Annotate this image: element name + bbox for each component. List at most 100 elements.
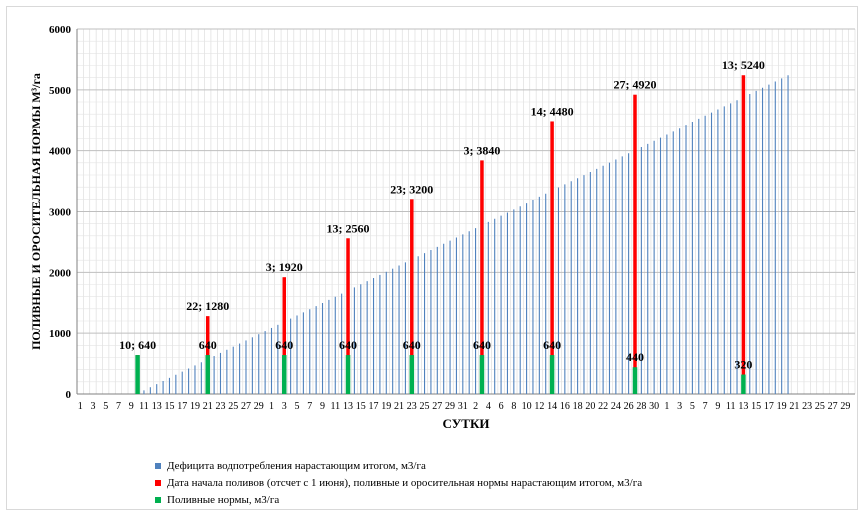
y-tick-label: 4000: [49, 146, 72, 158]
x-tick-label: 19: [777, 401, 787, 412]
x-tick-label: 13: [343, 401, 353, 412]
legend-swatch-norms: [155, 496, 161, 503]
chart-frame: 0 1000 2000 3000 4000 5000 6000 1 3 5 7 9 11 13 15 17 19…: [6, 6, 858, 510]
y-axis-title: ПОЛИВНЫЕ И ОРОСИТЕЛЬНАЯ НОРМЫ М³/га: [29, 73, 43, 350]
x-tick-label: 15: [356, 401, 366, 412]
x-tick-label: 13: [152, 401, 162, 412]
norm-data-label: 640: [473, 338, 491, 352]
irrigation-bar: [205, 316, 210, 394]
irrigation-data-label: 13; 5240: [722, 58, 765, 72]
irrigation-data-label: 3; 3840: [463, 143, 500, 157]
x-tick-label: 2: [473, 401, 478, 412]
x-tick-label: 7: [116, 401, 121, 412]
irrigation-bar: [480, 160, 484, 394]
legend-swatch-deficit: [155, 462, 161, 469]
x-tick-label: 21: [394, 401, 404, 412]
irrigation-bar: [550, 121, 554, 394]
x-tick-label: 29: [445, 401, 455, 412]
x-tick-label: 17: [764, 401, 774, 412]
x-tick-label: 11: [330, 401, 340, 412]
irrigation-bar: [633, 94, 637, 394]
x-tick-label: 18: [573, 401, 583, 412]
norm-bar: [741, 374, 746, 394]
legend-label-irrigation: Дата начала поливов (отсчет с 1 июня), п…: [167, 476, 643, 489]
x-tick-label: 22: [598, 401, 608, 412]
norm-bar: [282, 355, 287, 394]
x-tick-label: 19: [381, 401, 391, 412]
x-tick-label: 17: [177, 401, 187, 412]
x-tick-label: 1: [269, 401, 274, 412]
x-tick-label: 23: [802, 401, 812, 412]
x-tick-label: 26: [624, 401, 634, 412]
norm-data-label: 640: [199, 338, 217, 352]
x-tick-label: 28: [636, 401, 646, 412]
x-tick-label: 5: [690, 401, 695, 412]
x-tick-label: 3: [282, 401, 287, 412]
x-tick-label: 27: [828, 401, 838, 412]
x-tick-label: 1: [664, 401, 669, 412]
x-tick-label: 14: [547, 401, 557, 412]
x-tick-label: 25: [228, 401, 238, 412]
irrigation-bar: [410, 199, 414, 394]
norm-bar: [135, 355, 140, 394]
x-tick-label: 10: [522, 401, 532, 412]
norm-bar: [409, 355, 415, 394]
legend-label-deficit: Дефицита водпотребления нарастающим итог…: [167, 459, 426, 472]
x-tick-label: 16: [560, 401, 570, 412]
irrigation-bar: [346, 238, 350, 394]
x-tick-label: 25: [815, 401, 825, 412]
norm-data-label: 640: [275, 338, 293, 352]
norm-data-label: 640: [403, 338, 421, 352]
irrigation-data-label: 13; 2560: [327, 221, 370, 235]
x-tick-label: 29: [254, 401, 264, 412]
y-tick-label: 2000: [49, 267, 72, 279]
norm-bar: [479, 355, 485, 394]
x-tick-label: 21: [203, 401, 213, 412]
x-tick-label: 3: [677, 401, 682, 412]
y-tick-label: 0: [66, 389, 72, 401]
legend-item-irrigation: Дата начала поливов (отсчет с 1 июня), п…: [155, 474, 642, 491]
x-tick-label: 9: [320, 401, 325, 412]
x-tick-label: 9: [129, 401, 134, 412]
x-tick-label: 13: [738, 401, 748, 412]
norm-bar: [205, 355, 210, 394]
x-tick-label: 25: [420, 401, 430, 412]
norm-data-label: 640: [543, 338, 561, 352]
x-tick-label: 7: [307, 401, 312, 412]
x-tick-label: 24: [611, 401, 621, 412]
x-tick-label: 17: [369, 401, 379, 412]
irrigation-data-label: 10; 640: [119, 338, 156, 352]
x-tick-label: 3: [90, 401, 95, 412]
irrigation-data-label: 27; 4920: [613, 78, 656, 92]
norm-data-label: 320: [734, 358, 752, 372]
norm-data-label: 440: [626, 350, 644, 364]
irrigation-data-label: 3; 1920: [266, 260, 303, 274]
x-tick-label: 30: [649, 401, 659, 412]
irrigation-data-label: 14; 4480: [531, 104, 574, 118]
y-tick-label: 3000: [49, 207, 72, 219]
x-tick-label: 4: [486, 401, 491, 412]
x-tick-label: 21: [789, 401, 799, 412]
legend-swatch-irrigation: [155, 479, 161, 486]
y-tick-label: 6000: [49, 24, 72, 36]
irrigation-bar: [282, 277, 287, 394]
norm-bar: [345, 355, 351, 394]
x-tick-label: 8: [511, 401, 516, 412]
legend-item-norms: Поливные нормы, м3/га: [155, 491, 642, 508]
x-tick-label: 1: [78, 401, 83, 412]
x-tick-label: 19: [190, 401, 200, 412]
x-tick-label: 20: [585, 401, 595, 412]
norm-data-label: 640: [339, 338, 357, 352]
x-tick-label: 27: [241, 401, 251, 412]
norm-bar: [549, 355, 555, 394]
x-axis-title: СУТКИ: [443, 416, 490, 431]
irrigation-data-label: 23; 3200: [390, 182, 433, 196]
x-tick-label: 29: [840, 401, 850, 412]
x-tick-label: 27: [432, 401, 442, 412]
y-tick-label: 1000: [49, 328, 72, 340]
y-tick-label: 5000: [49, 85, 72, 97]
x-tick-label: 7: [703, 401, 708, 412]
x-tick-label: 11: [726, 401, 736, 412]
x-tick-label: 23: [215, 401, 225, 412]
